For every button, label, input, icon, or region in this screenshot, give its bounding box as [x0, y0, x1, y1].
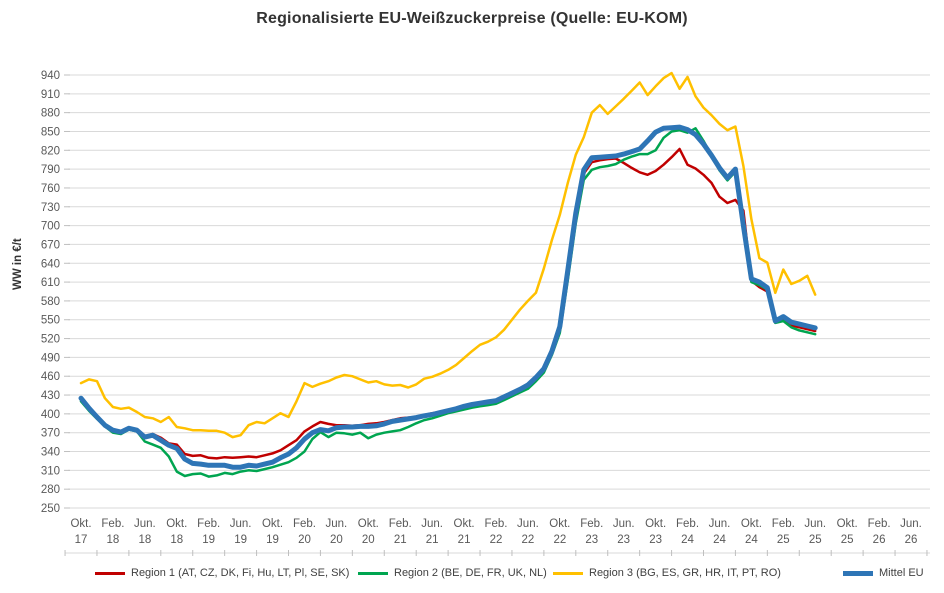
x-tick-label-month: Feb. — [676, 518, 699, 530]
x-tick-label-year: 20 — [298, 534, 311, 546]
y-tick-label: 490 — [41, 352, 60, 364]
x-tick-label-month: Okt. — [549, 518, 570, 530]
x-tick-label-year: 21 — [426, 534, 439, 546]
x-tick-label-month: Jun. — [517, 518, 539, 530]
x-tick-label-year: 19 — [234, 534, 247, 546]
y-tick-label: 340 — [41, 447, 60, 459]
x-tick-label-year: 20 — [330, 534, 343, 546]
x-tick-label-month: Jun. — [900, 518, 922, 530]
region-2-line-swatch — [358, 571, 388, 575]
x-tick-label-month: Jun. — [421, 518, 443, 530]
x-tick-label-year: 18 — [170, 534, 183, 546]
x-tick-label-month: Feb. — [293, 518, 316, 530]
x-tick-label-month: Okt. — [358, 518, 379, 530]
x-tick-label-year: 22 — [522, 534, 535, 546]
x-tick-label-year: 22 — [490, 534, 503, 546]
legend-label-mittel-eu: Mittel EU — [879, 567, 924, 579]
x-tick-label-month: Okt. — [741, 518, 762, 530]
x-tick-label-month: Okt. — [454, 518, 475, 530]
x-tick-label-year: 25 — [777, 534, 790, 546]
x-tick-label-month: Okt. — [262, 518, 283, 530]
x-tick-label-month: Jun. — [804, 518, 826, 530]
x-tick-label-year: 19 — [266, 534, 279, 546]
y-tick-label: 520 — [41, 334, 60, 346]
x-tick-label-year: 18 — [107, 534, 120, 546]
y-tick-label: 640 — [41, 258, 60, 270]
x-tick-label-year: 18 — [138, 534, 151, 546]
x-tick-label-month: Jun. — [134, 518, 156, 530]
y-tick-label: 760 — [41, 183, 60, 195]
x-tick-label-year: 24 — [745, 534, 758, 546]
region-1-line-swatch — [95, 571, 125, 575]
y-tick-label: 400 — [41, 409, 60, 421]
y-tick-label: 880 — [41, 108, 60, 120]
x-tick-label-month: Feb. — [101, 518, 124, 530]
x-tick-label-month: Jun. — [230, 518, 252, 530]
x-tick-label-year: 22 — [553, 534, 566, 546]
x-tick-label-year: 21 — [458, 534, 471, 546]
y-tick-label: 700 — [41, 221, 60, 233]
y-tick-label: 250 — [41, 503, 60, 515]
x-tick-label-year: 24 — [713, 534, 726, 546]
y-tick-label: 280 — [41, 484, 60, 496]
x-tick-label-year: 17 — [75, 534, 88, 546]
x-tick-label-year: 25 — [841, 534, 854, 546]
y-tick-label: 580 — [41, 296, 60, 308]
legend-label-region-2: Region 2 (BE, DE, FR, UK, NL) — [394, 567, 547, 579]
x-tick-label-month: Feb. — [580, 518, 603, 530]
legend-item-region-2: Region 2 (BE, DE, FR, UK, NL) — [358, 565, 547, 581]
x-tick-label-year: 24 — [681, 534, 694, 546]
x-tick-label-month: Feb. — [484, 518, 507, 530]
x-tick-label-month: Feb. — [197, 518, 220, 530]
legend-item-mittel-eu: Mittel EU — [843, 565, 924, 581]
y-tick-label: 670 — [41, 239, 60, 251]
y-tick-label: 430 — [41, 390, 60, 402]
y-tick-label: 940 — [41, 70, 60, 82]
series-line-region-2 — [79, 127, 817, 478]
y-tick-label: 730 — [41, 202, 60, 214]
mittel-eu-line-swatch — [843, 570, 873, 576]
x-tick-label-month: Feb. — [868, 518, 891, 530]
series-line-mittel-eu — [78, 124, 818, 470]
x-tick-label-year: 19 — [202, 534, 215, 546]
legend-item-region-1: Region 1 (AT, CZ, DK, Fi, Hu, LT, Pl, SE… — [95, 565, 349, 581]
x-tick-label-month: Okt. — [645, 518, 666, 530]
y-tick-label: 910 — [41, 89, 60, 101]
chart-title: Regionalisierte EU-Weißzuckerpreise (Que… — [256, 10, 688, 27]
x-tick-label-month: Feb. — [772, 518, 795, 530]
x-tick-label-month: Okt. — [166, 518, 187, 530]
x-tick-label-year: 23 — [649, 534, 662, 546]
y-tick-label: 820 — [41, 145, 60, 157]
legend-label-region-3: Region 3 (BG, ES, GR, HR, IT, PT, RO) — [589, 567, 781, 579]
y-tick-label: 550 — [41, 315, 60, 327]
x-tick-label-month: Feb. — [389, 518, 412, 530]
region-3-line-swatch — [553, 571, 583, 575]
y-tick-label: 370 — [41, 428, 60, 440]
x-tick-label-year: 21 — [394, 534, 407, 546]
legend-item-region-3: Region 3 (BG, ES, GR, HR, IT, PT, RO) — [553, 565, 781, 581]
x-tick-label-month: Jun. — [613, 518, 635, 530]
x-tick-label-month: Jun. — [709, 518, 731, 530]
x-tick-label-month: Jun. — [326, 518, 348, 530]
y-tick-label: 310 — [41, 465, 60, 477]
x-tick-label-year: 23 — [585, 534, 598, 546]
x-tick-label-year: 20 — [362, 534, 375, 546]
x-tick-label-year: 23 — [617, 534, 630, 546]
y-tick-label: 460 — [41, 371, 60, 383]
x-tick-label-year: 25 — [809, 534, 822, 546]
legend-label-region-1: Region 1 (AT, CZ, DK, Fi, Hu, LT, Pl, SE… — [131, 567, 350, 579]
series-line-region-3 — [79, 71, 817, 439]
x-tick-label-year: 26 — [905, 534, 918, 546]
y-tick-label: 610 — [41, 277, 60, 289]
y-tick-label: 790 — [41, 164, 60, 176]
x-tick-label-month: Okt. — [70, 518, 91, 530]
x-tick-label-month: Okt. — [837, 518, 858, 530]
x-tick-label-year: 26 — [873, 534, 886, 546]
y-tick-label: 850 — [41, 126, 60, 138]
